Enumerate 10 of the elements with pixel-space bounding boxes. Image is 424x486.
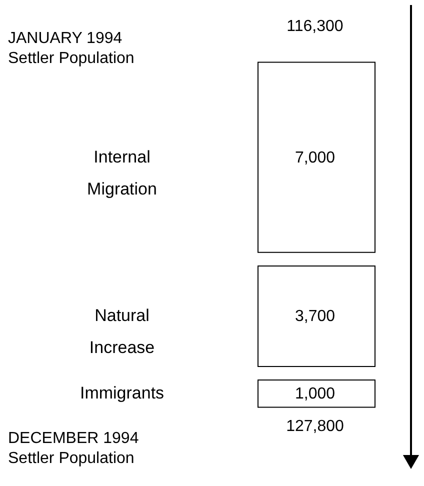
category-label: Natural Increase xyxy=(89,306,155,358)
category-label: Internal Migration xyxy=(87,147,157,198)
text: DECEMBER 1994 Settler Population xyxy=(8,430,139,467)
text: 127,800 xyxy=(286,418,344,435)
text: 116,300 xyxy=(286,18,344,35)
data-label: 3,700 xyxy=(294,308,336,326)
data-label: 1,000 xyxy=(294,386,336,403)
data-label: 7,000 xyxy=(294,149,336,166)
category-label: Immigrants xyxy=(80,384,164,403)
text: JANUARY 1994 Settler Population xyxy=(8,30,134,67)
